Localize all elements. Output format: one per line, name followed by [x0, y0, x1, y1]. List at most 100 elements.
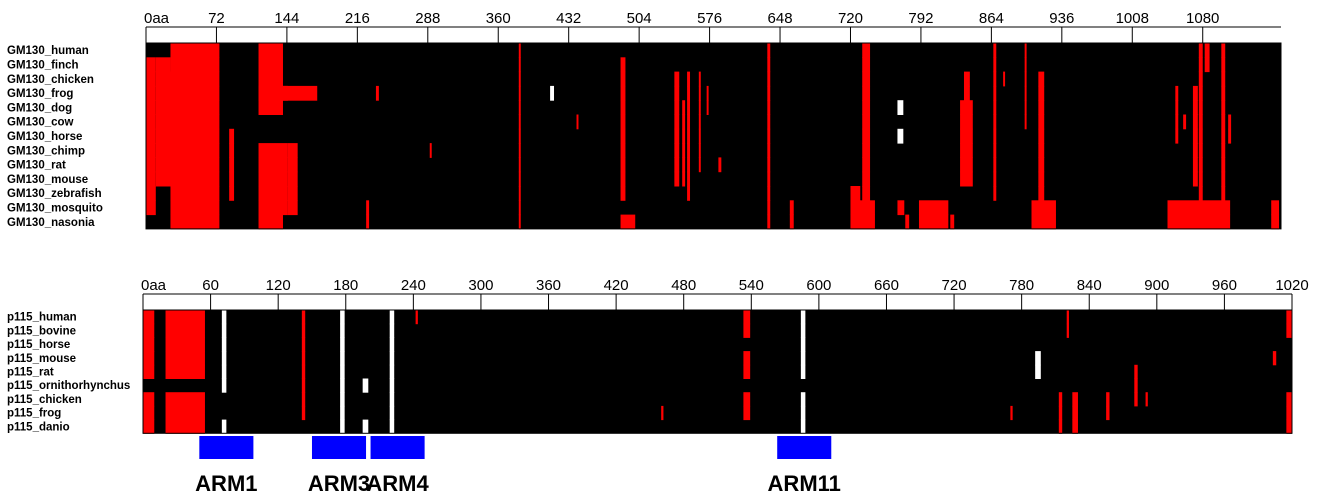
- gm130-gap-block: [366, 200, 370, 216]
- p115-tick-label: 180: [333, 277, 358, 294]
- p115-gap-block: [301, 392, 306, 407]
- gm130-gap-block: [146, 171, 156, 187]
- gm130-gap-block: [1221, 143, 1226, 158]
- gm130-gap-block: [258, 200, 288, 216]
- gm130-gap-block: [905, 214, 910, 230]
- domain-bar-arm1: [199, 436, 254, 459]
- gm130-gap-block: [960, 128, 973, 144]
- gm130-gap-block: [862, 128, 871, 144]
- p115-tick-label: 240: [401, 277, 426, 294]
- gm130-gap-block: [1024, 43, 1027, 58]
- gm130-gap-block: [146, 143, 156, 158]
- p115-insertion-block: [340, 364, 345, 379]
- gm130-gap-block: [229, 186, 235, 201]
- gm130-gap-block: [1038, 186, 1045, 201]
- gm130-gap-block: [682, 128, 686, 144]
- gm130-insertion-block: [897, 128, 904, 144]
- p115-gap-block: [143, 337, 155, 352]
- gm130-gap-block: [682, 114, 686, 130]
- gm130-gap-block: [518, 114, 521, 130]
- gm130-gap-block: [287, 186, 298, 201]
- p115-row-label: p115_horse: [7, 339, 70, 351]
- gm130-gap-block: [1221, 114, 1226, 130]
- gm130-gap-block: [429, 143, 432, 158]
- gm130-gap-block: [918, 200, 949, 216]
- p115-gap-block: [165, 351, 205, 366]
- p115-insertion-block: [340, 351, 345, 366]
- gm130-track-border: [145, 42, 1282, 230]
- p115-gap-block: [1286, 392, 1292, 407]
- p115-insertion-block: [340, 310, 345, 325]
- gm130-gap-block: [767, 186, 771, 201]
- gm130-gap-block: [518, 200, 521, 216]
- gm130-gap-block: [620, 171, 626, 187]
- p115-insertion-block: [800, 337, 806, 352]
- p115-insertion-block: [340, 419, 345, 434]
- p115-insertion-block: [389, 392, 395, 407]
- gm130-gap-block: [960, 100, 973, 115]
- p115-gap-block: [743, 310, 751, 325]
- gm130-gap-block: [518, 171, 521, 187]
- p115-gap-block: [1072, 419, 1078, 434]
- gm130-gap-block: [698, 100, 701, 115]
- p115-gap-block: [661, 405, 664, 421]
- domain-label-arm11: ARM11: [768, 471, 841, 496]
- gm130-gap-block: [767, 85, 771, 101]
- gm130-gap-block: [682, 100, 686, 115]
- p115-gap-block: [143, 392, 155, 407]
- gm130-gap-block: [1167, 214, 1231, 230]
- gm130-gap-block: [1221, 128, 1226, 144]
- p115-gap-block: [1066, 310, 1069, 325]
- gm130-gap-block: [287, 143, 298, 158]
- gm130-gap-block: [674, 71, 680, 87]
- p115-insertion-block: [389, 419, 395, 434]
- gm130-gap-block: [963, 85, 970, 101]
- gm130-gap-block: [718, 157, 722, 173]
- gm130-gap-block: [1024, 85, 1027, 101]
- gm130-gap-block: [155, 128, 220, 144]
- gm130-gap-block: [1024, 100, 1027, 115]
- gm130-gap-block: [706, 85, 709, 101]
- gm130-gap-block: [862, 85, 871, 101]
- p115-insertion-block: [800, 405, 806, 421]
- gm130-gap-block: [960, 171, 973, 187]
- p115-row-label: p115_rat: [7, 366, 54, 378]
- gm130-insertion-block: [897, 100, 904, 115]
- gm130-gap-block: [789, 214, 794, 230]
- p115-gap-block: [165, 323, 205, 338]
- gm130-gap-block: [1221, 100, 1226, 115]
- gm130-gap-block: [518, 186, 521, 201]
- gm130-gap-block: [146, 186, 156, 201]
- p115-gap-block: [1058, 405, 1063, 421]
- gm130-gap-block: [155, 171, 220, 187]
- p115-tick-label: 1020: [1275, 277, 1308, 294]
- p115-insertion-block: [362, 419, 369, 434]
- gm130-gap-block: [682, 171, 686, 187]
- gm130-gap-block: [258, 171, 288, 187]
- gm130-gap-block: [146, 157, 156, 173]
- gm130-gap-block: [1271, 200, 1280, 216]
- gm130-gap-block: [1038, 157, 1045, 173]
- gm130-gap-block: [993, 143, 997, 158]
- p115-tick-label: 480: [671, 277, 696, 294]
- p115-gap-block: [1134, 392, 1138, 407]
- gm130-gap-block: [1038, 128, 1045, 144]
- gm130-gap-block: [1038, 171, 1045, 187]
- p115-row-label: p115_bovine: [7, 325, 76, 337]
- gm130-gap-block: [287, 171, 298, 187]
- p115-gap-block: [1286, 323, 1292, 338]
- gm130-gap-block: [767, 71, 771, 87]
- gm130-gap-block: [1198, 85, 1203, 101]
- p115-tick-label: 120: [266, 277, 291, 294]
- p115-tick-label: 600: [806, 277, 831, 294]
- gm130-gap-block: [206, 71, 212, 87]
- gm130-gap-block: [993, 100, 997, 115]
- gm130-gap-block: [258, 157, 288, 173]
- gm130-gap-block: [862, 157, 871, 173]
- gm130-gap-block: [950, 214, 955, 230]
- gm130-gap-block: [229, 128, 235, 144]
- gm130-alignment-track: [146, 43, 1281, 229]
- gm130-gap-block: [687, 71, 691, 87]
- p115-row-label: p115_human: [7, 312, 77, 324]
- gm130-gap-block: [155, 100, 220, 115]
